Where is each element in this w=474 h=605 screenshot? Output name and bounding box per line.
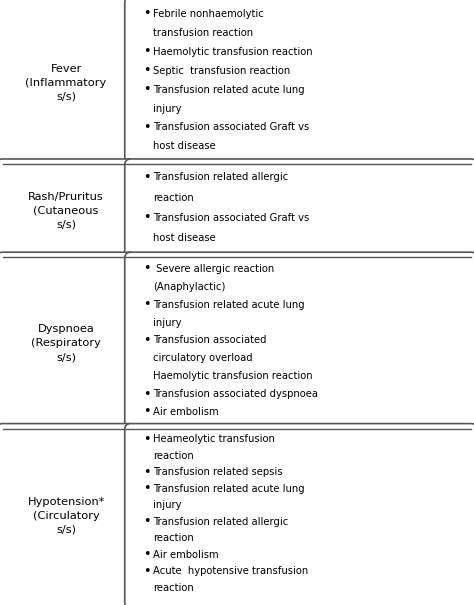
Text: transfusion reaction: transfusion reaction xyxy=(153,28,253,38)
Text: •: • xyxy=(143,515,150,528)
Text: •: • xyxy=(143,482,150,495)
Text: •: • xyxy=(143,564,150,578)
FancyBboxPatch shape xyxy=(0,159,136,263)
Text: •: • xyxy=(143,548,150,561)
Text: Transfusion associated Graft vs: Transfusion associated Graft vs xyxy=(153,122,309,132)
Text: •: • xyxy=(143,298,150,311)
Text: Haemolytic transfusion reaction: Haemolytic transfusion reaction xyxy=(153,47,312,57)
Text: Transfusion related sepsis: Transfusion related sepsis xyxy=(153,468,282,477)
Text: injury: injury xyxy=(153,500,181,510)
Text: Transfusion associated Graft vs: Transfusion associated Graft vs xyxy=(153,213,309,223)
Text: Hypotension*
(Circulatory
s/s): Hypotension* (Circulatory s/s) xyxy=(27,497,105,535)
Text: Haemolytic transfusion reaction: Haemolytic transfusion reaction xyxy=(153,371,312,381)
FancyBboxPatch shape xyxy=(125,424,474,605)
FancyBboxPatch shape xyxy=(125,159,474,263)
Text: Febrile nonhaemolytic: Febrile nonhaemolytic xyxy=(153,9,264,19)
Text: Acute  hypotensive transfusion: Acute hypotensive transfusion xyxy=(153,566,308,576)
Text: Transfusion related allergic: Transfusion related allergic xyxy=(153,517,288,527)
Text: Transfusion related acute lung: Transfusion related acute lung xyxy=(153,299,304,310)
Text: Transfusion related acute lung: Transfusion related acute lung xyxy=(153,85,304,94)
Text: Fever
(Inflammatory
s/s): Fever (Inflammatory s/s) xyxy=(26,64,107,102)
Text: Heameolytic transfusion: Heameolytic transfusion xyxy=(153,434,274,445)
Text: Transfusion related acute lung: Transfusion related acute lung xyxy=(153,484,304,494)
Text: •: • xyxy=(143,405,150,419)
Text: (Anaphylactic): (Anaphylactic) xyxy=(153,282,225,292)
Text: Air embolism: Air embolism xyxy=(153,407,219,417)
Text: reaction: reaction xyxy=(153,533,193,543)
FancyBboxPatch shape xyxy=(0,0,136,169)
Text: •: • xyxy=(143,466,150,479)
Text: Air embolism: Air embolism xyxy=(153,550,219,560)
Text: reaction: reaction xyxy=(153,192,193,203)
Text: •: • xyxy=(143,45,150,58)
Text: injury: injury xyxy=(153,103,181,114)
Text: Transfusion associated: Transfusion associated xyxy=(153,335,266,345)
Text: •: • xyxy=(143,334,150,347)
Text: •: • xyxy=(143,388,150,401)
Text: reaction: reaction xyxy=(153,583,193,592)
Text: host disease: host disease xyxy=(153,142,216,151)
Text: reaction: reaction xyxy=(153,451,193,461)
Text: •: • xyxy=(143,64,150,77)
Text: injury: injury xyxy=(153,318,181,327)
Text: •: • xyxy=(143,121,150,134)
Text: Transfusion associated dyspnoea: Transfusion associated dyspnoea xyxy=(153,389,318,399)
FancyBboxPatch shape xyxy=(125,0,474,169)
Text: •: • xyxy=(143,433,150,446)
Text: Dyspnoea
(Respiratory
s/s): Dyspnoea (Respiratory s/s) xyxy=(31,324,101,362)
Text: •: • xyxy=(143,211,150,224)
Text: •: • xyxy=(143,7,150,21)
Text: Rash/Pruritus
(Cutaneous
s/s): Rash/Pruritus (Cutaneous s/s) xyxy=(28,192,104,230)
Text: Severe allergic reaction: Severe allergic reaction xyxy=(153,264,274,274)
Text: •: • xyxy=(143,83,150,96)
Text: •: • xyxy=(143,171,150,184)
FancyBboxPatch shape xyxy=(0,252,136,434)
FancyBboxPatch shape xyxy=(0,424,136,605)
Text: Transfusion related allergic: Transfusion related allergic xyxy=(153,172,288,182)
Text: circulatory overload: circulatory overload xyxy=(153,353,252,363)
Text: host disease: host disease xyxy=(153,234,216,243)
Text: Septic  transfusion reaction: Septic transfusion reaction xyxy=(153,66,290,76)
FancyBboxPatch shape xyxy=(125,252,474,434)
Text: •: • xyxy=(143,263,150,275)
